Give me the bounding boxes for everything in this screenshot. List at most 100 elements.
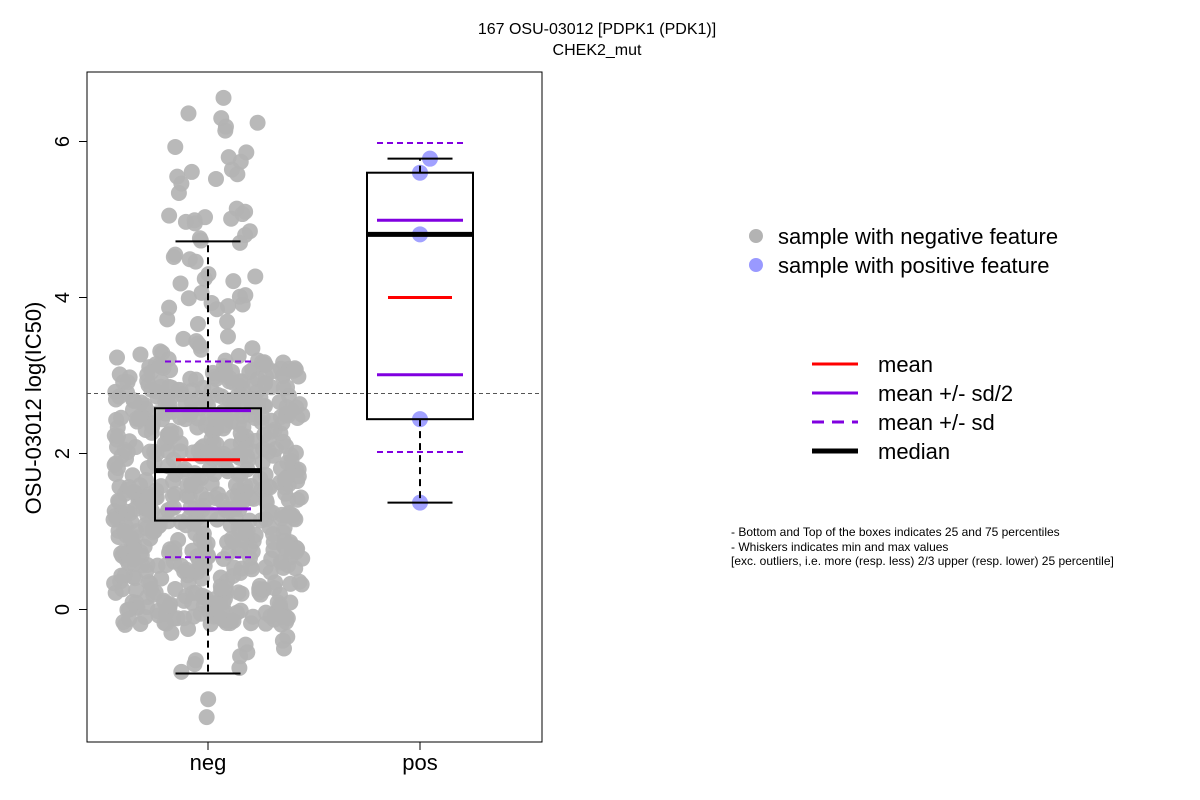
neg-point — [210, 386, 227, 403]
neg-points — [105, 89, 311, 726]
neg-point — [193, 284, 210, 301]
neg-point — [148, 446, 165, 463]
neg-point — [292, 489, 309, 506]
neg-point — [282, 594, 299, 611]
neg-point — [217, 579, 234, 596]
neg-point — [196, 270, 213, 287]
neg-point — [230, 348, 247, 364]
neg-point — [170, 184, 187, 201]
neg-point — [258, 494, 275, 511]
neg-point — [180, 105, 197, 122]
neg-point — [225, 612, 242, 629]
neg-point — [121, 610, 138, 627]
neg-point — [113, 409, 130, 426]
neg-point — [141, 502, 158, 519]
y-tick-label: 2 — [52, 448, 74, 459]
neg-point — [215, 89, 232, 106]
neg-point — [189, 316, 206, 333]
neg-point — [186, 656, 203, 673]
neg-point — [284, 507, 301, 524]
neg-point — [288, 543, 305, 560]
note-line-3: [exc. outliers, i.e. more (resp. less) 2… — [731, 554, 1114, 568]
legend-line-label: mean +/- sd/2 — [878, 381, 1013, 406]
neg-point — [139, 459, 156, 476]
neg-point — [244, 340, 261, 357]
neg-point — [191, 389, 208, 406]
neg-point — [131, 410, 148, 427]
neg-point — [247, 268, 264, 285]
neg-point — [220, 503, 237, 520]
neg-point — [277, 470, 294, 487]
neg-point — [173, 514, 190, 531]
neg-point — [276, 532, 293, 549]
legend-marker-swatch — [749, 229, 763, 243]
neg-point — [125, 392, 142, 409]
legend-marker-label: sample with negative feature — [778, 224, 1058, 249]
neg-point — [234, 296, 251, 313]
x-tick-label: neg — [190, 750, 227, 775]
neg-point — [127, 570, 144, 587]
neg-point — [231, 234, 248, 251]
neg-point — [184, 444, 201, 461]
neg-point — [187, 253, 204, 270]
neg-point — [111, 366, 128, 383]
neg-point — [173, 663, 190, 680]
neg-point — [225, 273, 242, 290]
neg-point — [172, 443, 189, 460]
legend-marker-label: sample with positive feature — [778, 253, 1049, 278]
box-neg — [154, 240, 262, 675]
y-axis-label: OSU-03012 log(IC50) — [21, 302, 46, 515]
neg-point — [226, 559, 243, 576]
neg-point — [224, 488, 241, 505]
neg-point — [183, 476, 200, 493]
neg-point — [224, 533, 241, 550]
neg-point — [183, 163, 200, 180]
iqr-box — [154, 407, 262, 522]
neg-point — [139, 366, 156, 383]
neg-point — [198, 709, 215, 726]
neg-point — [247, 526, 264, 543]
neg-point — [231, 449, 248, 466]
neg-point — [151, 356, 168, 373]
neg-point — [186, 215, 203, 232]
neg-point — [137, 472, 154, 489]
neg-point — [140, 574, 157, 591]
neg-point — [219, 328, 236, 345]
neg-point — [229, 166, 246, 183]
y-tick-label: 0 — [52, 604, 74, 615]
neg-point — [175, 330, 192, 347]
neg-point — [159, 311, 176, 328]
neg-point — [278, 379, 295, 396]
neg-point — [200, 691, 217, 708]
neg-point — [120, 555, 137, 572]
neg-point — [220, 149, 237, 166]
neg-point — [219, 313, 236, 330]
neg-point — [197, 416, 214, 433]
legend-line-label: mean — [878, 352, 933, 377]
neg-point — [208, 370, 225, 387]
neg-point — [166, 540, 183, 557]
neg-point — [167, 138, 184, 155]
neg-point — [165, 248, 182, 265]
neg-point — [107, 465, 124, 482]
neg-point — [163, 624, 180, 641]
chart-title: 167 OSU-03012 [PDPK1 (PDK1)] — [478, 21, 716, 38]
neg-point — [154, 411, 171, 428]
neg-point — [207, 170, 224, 187]
neg-point — [192, 518, 209, 535]
neg-point — [109, 349, 126, 366]
neg-point — [199, 547, 216, 564]
neg-point — [193, 570, 210, 587]
neg-point — [244, 608, 261, 625]
neg-point — [155, 592, 172, 609]
legend: sample with negative feature sample with … — [749, 224, 1058, 464]
neg-point — [115, 523, 132, 540]
neg-point — [167, 580, 184, 597]
neg-point — [180, 290, 197, 307]
box-pos — [366, 142, 474, 504]
neg-point — [153, 570, 170, 587]
neg-point — [266, 580, 283, 597]
legend-line-label: median — [878, 439, 950, 464]
neg-point — [149, 557, 166, 574]
neg-point — [263, 379, 280, 396]
